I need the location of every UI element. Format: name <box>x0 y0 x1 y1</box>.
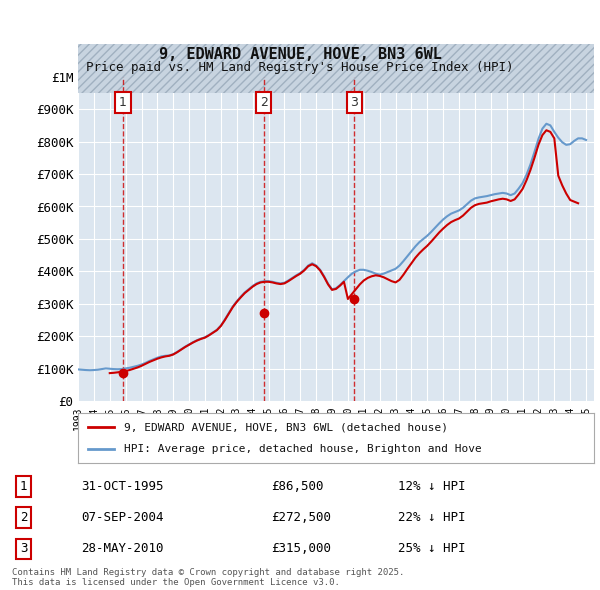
Text: 2: 2 <box>20 511 27 525</box>
Text: 1: 1 <box>119 96 127 109</box>
Text: Price paid vs. HM Land Registry's House Price Index (HPI): Price paid vs. HM Land Registry's House … <box>86 61 514 74</box>
Text: 07-SEP-2004: 07-SEP-2004 <box>81 511 164 525</box>
Text: 25% ↓ HPI: 25% ↓ HPI <box>398 542 466 555</box>
Text: 3: 3 <box>350 96 358 109</box>
Text: 9, EDWARD AVENUE, HOVE, BN3 6WL (detached house): 9, EDWARD AVENUE, HOVE, BN3 6WL (detache… <box>124 422 448 432</box>
Text: 12% ↓ HPI: 12% ↓ HPI <box>398 480 466 493</box>
Text: 31-OCT-1995: 31-OCT-1995 <box>81 480 164 493</box>
Text: 1: 1 <box>20 480 27 493</box>
Text: 28-MAY-2010: 28-MAY-2010 <box>81 542 164 555</box>
Text: £86,500: £86,500 <box>271 480 324 493</box>
Text: 22% ↓ HPI: 22% ↓ HPI <box>398 511 466 525</box>
Text: 9, EDWARD AVENUE, HOVE, BN3 6WL: 9, EDWARD AVENUE, HOVE, BN3 6WL <box>158 47 442 62</box>
Text: 2: 2 <box>260 96 268 109</box>
Text: £272,500: £272,500 <box>271 511 331 525</box>
Bar <box>78 44 594 93</box>
Text: £315,000: £315,000 <box>271 542 331 555</box>
Text: HPI: Average price, detached house, Brighton and Hove: HPI: Average price, detached house, Brig… <box>124 444 482 454</box>
Text: Contains HM Land Registry data © Crown copyright and database right 2025.
This d: Contains HM Land Registry data © Crown c… <box>12 568 404 587</box>
Text: 3: 3 <box>20 542 27 555</box>
